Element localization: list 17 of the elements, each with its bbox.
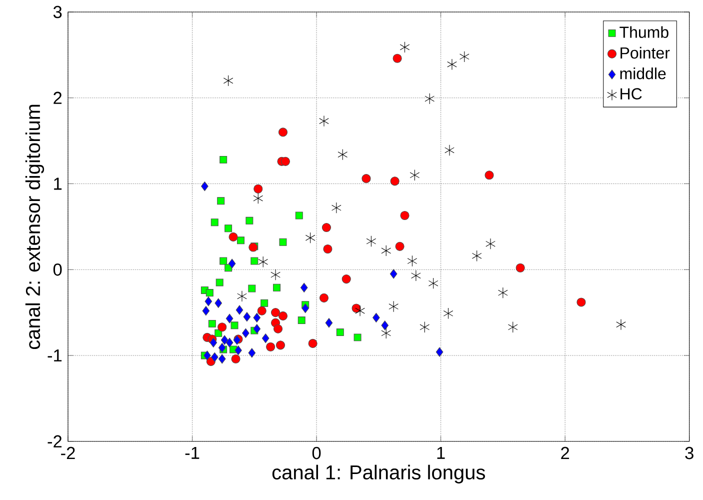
legend-label: Pointer: [620, 46, 670, 59]
x-tick-label: 2: [561, 446, 570, 460]
y-axis-title: canal 2: extensor digitorium: [25, 104, 44, 350]
legend-label: middle: [620, 68, 666, 80]
x-tick-label: 3: [685, 446, 694, 460]
x-axis-title: canal 1: Palnaris longus: [272, 464, 485, 484]
x-tick-label: 1: [437, 446, 445, 459]
y-tick-label: 1: [54, 178, 62, 190]
x-tick-label: 0: [312, 446, 321, 460]
x-tick-label: -1: [185, 446, 200, 459]
y-tick-label: 3: [53, 6, 62, 18]
y-tick-label: -1: [48, 350, 62, 362]
legend-label: HC: [620, 88, 642, 100]
y-tick-label: 0: [53, 263, 62, 276]
y-tick-label: -2: [48, 435, 62, 448]
legend-label: Thumb: [620, 26, 668, 38]
y-tick-label: 2: [54, 92, 62, 104]
